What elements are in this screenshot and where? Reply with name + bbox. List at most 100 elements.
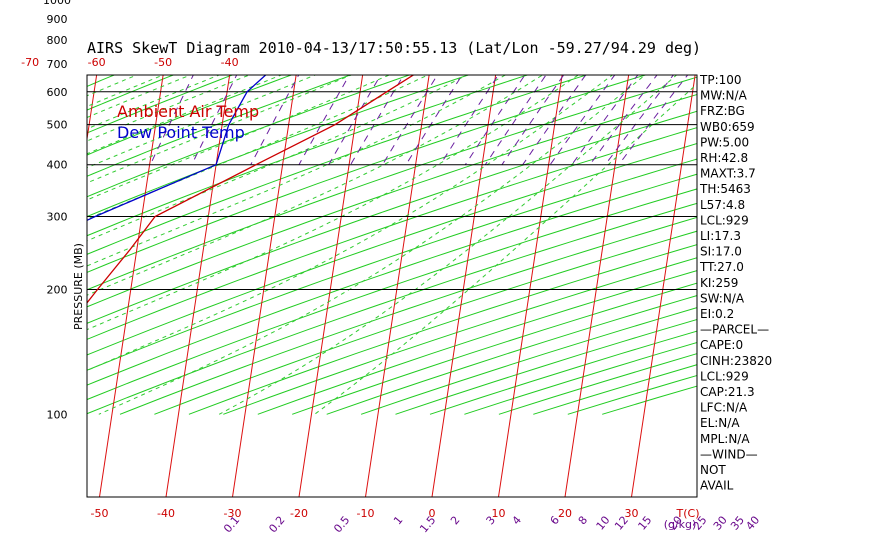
mixing-ratio-line: [501, 75, 565, 165]
air-temp-profile-line: [87, 75, 415, 304]
pressure-tick-label: 900: [47, 13, 68, 26]
stability-index-label: EI:0.2: [700, 307, 734, 321]
pressure-tick-label: 1000: [43, 0, 71, 7]
stability-index-label: —WIND—: [700, 447, 758, 461]
bottom-temp-tick-label: -40: [157, 507, 175, 520]
mixing-ratio-tick-label: 2: [448, 514, 462, 528]
stability-index-label: —PARCEL—: [700, 323, 769, 337]
stability-index-label: SW:N/A: [700, 291, 745, 305]
dry-adiabat-line: [87, 110, 697, 324]
mixing-ratio-line: [522, 75, 587, 165]
stability-index-label: WB0:659: [700, 120, 755, 134]
mixing-ratio-line: [549, 75, 616, 165]
dry-adiabat-line: [87, 75, 529, 237]
pressure-tick-label: 600: [47, 86, 68, 99]
bottom-temp-tick-label: -10: [357, 507, 375, 520]
stability-index-label: MW:N/A: [700, 89, 748, 103]
stability-index-label: TP:100: [699, 73, 742, 87]
stability-index-label: KI:259: [700, 276, 738, 290]
bottom-temp-tick-label: -30: [224, 507, 242, 520]
dry-adiabat-line: [87, 158, 697, 371]
mixing-ratio-tick-label: 1: [391, 514, 405, 528]
mixing-ratio-tick-label: 30: [711, 514, 730, 533]
temp-unit-label: T(C): [676, 507, 700, 520]
mixing-ratio-tick-label: 0.5: [331, 514, 352, 536]
mixing-ratio-line: [405, 75, 463, 165]
stability-index-label: MAXT:3.7: [700, 167, 756, 181]
stability-index-label: CAP:21.3: [700, 385, 755, 399]
dry-adiabat-line: [429, 330, 697, 415]
pressure-tick-label: 800: [47, 34, 68, 47]
dry-adiabat-line: [292, 282, 697, 415]
pressure-tick-label: 200: [47, 284, 68, 297]
dry-adiabat-line: [395, 318, 697, 415]
pressure-tick-label: 100: [47, 408, 68, 421]
mixing-ratio-line: [439, 75, 499, 165]
mixing-ratio-tick-label: 0.2: [266, 514, 287, 536]
dry-adiabat-line: [87, 75, 588, 255]
mixing-ratio-line: [350, 75, 405, 165]
moist-adiabat-line: [87, 75, 283, 155]
bottom-temp-tick-label: -20: [290, 507, 308, 520]
dry-adiabat-line: [223, 257, 697, 415]
stability-index-label: EL:N/A: [700, 416, 740, 430]
stability-index-label: FRZ:BG: [700, 104, 745, 118]
stability-index-label: MPL:N/A: [700, 432, 750, 446]
moist-adiabat-line: [87, 75, 469, 242]
pressure-tick-label: 500: [47, 119, 68, 132]
isotherm-line: [631, 75, 696, 497]
dry-adiabat-line: [326, 295, 697, 415]
dry-adiabat-line: [87, 202, 697, 415]
stability-index-label: L57:4.8: [700, 198, 745, 212]
stability-index-label: LCL:929: [700, 369, 749, 383]
dry-adiabat-line: [119, 216, 697, 415]
dry-adiabat-line: [87, 75, 175, 111]
stability-index-label: LI:17.3: [700, 229, 741, 243]
dry-adiabat-line: [188, 244, 697, 415]
mixing-ratio-line: [250, 75, 300, 165]
axes: 1002003004005006007008009001000-120-110-…: [21, 0, 762, 536]
dry-adiabat-line: [87, 75, 234, 134]
mixing-ratio-tick-label: 8: [576, 514, 590, 528]
moist-adiabat-line: [87, 75, 507, 267]
dry-adiabat-line: [87, 75, 470, 218]
moist-adiabat-line: [98, 75, 646, 415]
mixing-ratio-tick-label: 10: [594, 514, 613, 533]
dew-point-profile-line: [87, 75, 267, 221]
bottom-temp-tick-label: 20: [558, 507, 572, 520]
dry-adiabat-line: [87, 75, 352, 177]
isotherm-line: [298, 75, 364, 497]
bottom-temp-tick-label: 0: [429, 507, 436, 520]
bottom-temp-tick-label: 30: [625, 507, 639, 520]
dry-adiabat-line: [464, 341, 697, 415]
moist-adiabat-line: [87, 75, 353, 184]
dry-adiabat-line: [87, 127, 697, 340]
mixing-ratio-line: [149, 75, 194, 165]
top-temp-tick-label: -40: [221, 56, 239, 69]
isotherm-line: [431, 75, 497, 497]
mixing-ratio-line: [328, 75, 382, 165]
dry-adiabat-line: [154, 230, 697, 415]
stability-index-label: CAPE:0: [700, 338, 743, 352]
moist-adiabat-line: [87, 75, 251, 142]
chart-title: AIRS SkewT Diagram 2010-04-13/17:50:55.1…: [87, 39, 701, 57]
isotherm-line: [165, 75, 231, 497]
isotherm-line: [0, 75, 30, 497]
dry-adiabat-line: [87, 75, 648, 273]
dry-adiabat-line: [87, 143, 697, 356]
legend-dew-point: Dew Point Temp: [117, 123, 245, 142]
stability-index-label: CINH:23820: [700, 354, 772, 368]
moist-adiabat-line: [87, 75, 580, 331]
moist-adiabat-line: [87, 75, 391, 201]
dry-adiabat-line: [87, 188, 697, 401]
mixing-ratio-unit-label: (g/kg): [664, 518, 697, 531]
legend-air-temp: Ambient Air Temp: [117, 102, 259, 121]
moist-adiabat-line: [87, 75, 317, 169]
mixing-ratio-line: [484, 75, 547, 165]
stability-index-label: RH:42.8: [700, 151, 748, 165]
stability-index-label: AVAIL: [700, 479, 734, 493]
mixing-ratio-tick-label: 4: [510, 514, 524, 528]
pressure-tick-label: 700: [47, 58, 68, 71]
mixing-ratio-line: [298, 75, 350, 165]
